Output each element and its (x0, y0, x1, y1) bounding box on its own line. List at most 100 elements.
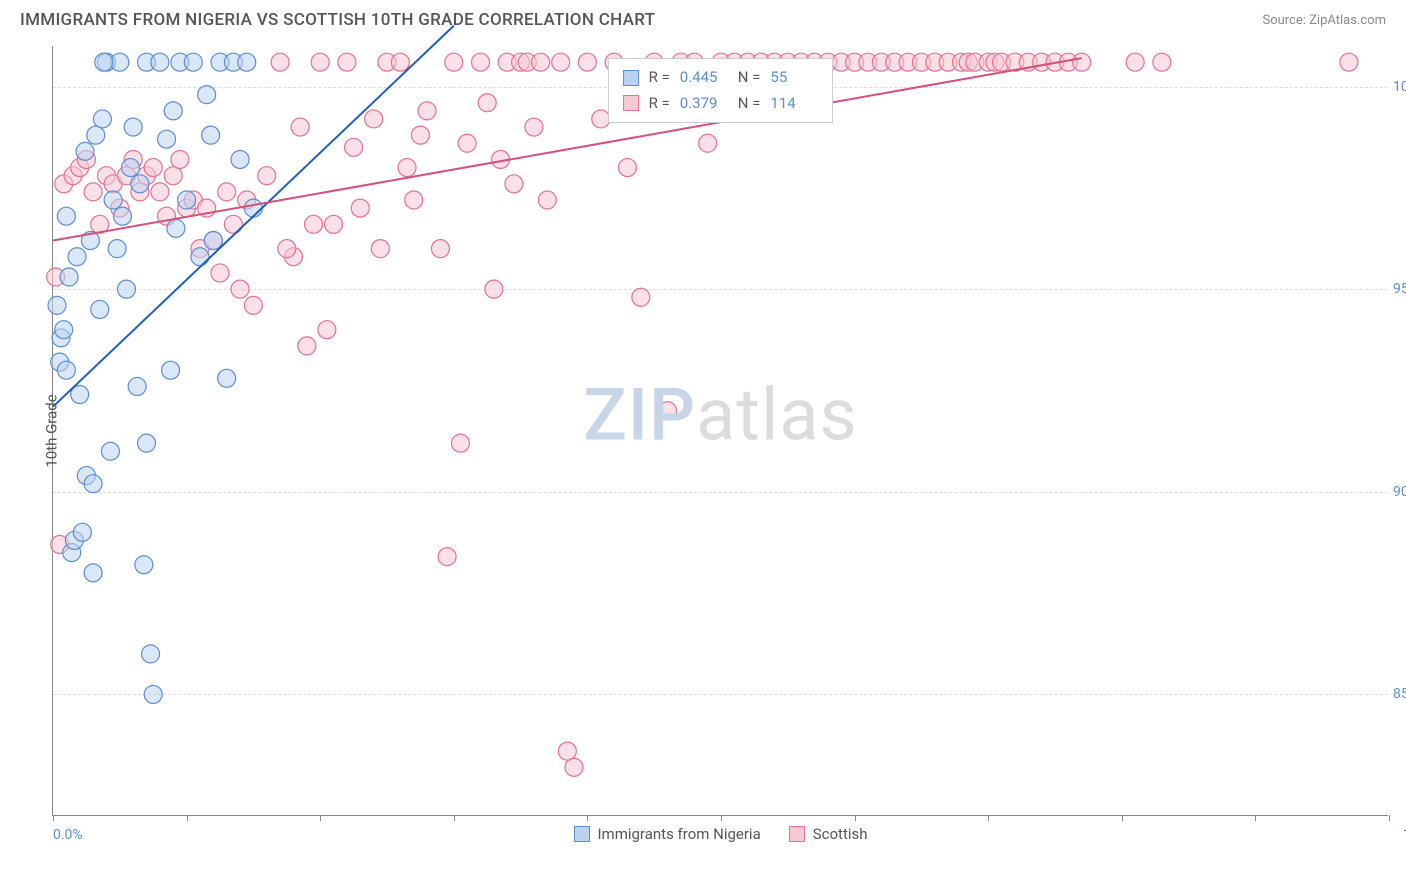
data-point (418, 102, 436, 120)
data-point (131, 175, 149, 193)
data-point (121, 159, 139, 177)
data-point (211, 264, 229, 282)
data-point (135, 556, 153, 574)
legend-n-value-scottish: 114 (770, 91, 818, 117)
data-point (184, 53, 202, 71)
data-point (93, 110, 111, 128)
data-point (351, 199, 369, 217)
scatter-chart: 10th Grade ZIPatlas 85.0%90.0%95.0%100.0… (52, 46, 1388, 816)
data-point (138, 434, 156, 452)
data-point (305, 215, 323, 233)
data-point (365, 110, 383, 128)
data-point (191, 248, 209, 266)
legend-row-nigeria: R = 0.445 N = 55 (623, 65, 819, 91)
data-point (1340, 53, 1358, 71)
data-point (291, 118, 309, 136)
legend-r-label: R = (649, 65, 670, 91)
data-point (144, 159, 162, 177)
data-point (1073, 53, 1091, 71)
data-point (87, 126, 105, 144)
data-point (218, 183, 236, 201)
data-point (104, 191, 122, 209)
legend-n-label: N = (738, 65, 761, 91)
data-point (57, 361, 75, 379)
data-point (538, 191, 556, 209)
data-point (151, 183, 169, 201)
data-point (699, 134, 717, 152)
data-point (244, 296, 262, 314)
data-point (431, 240, 449, 258)
data-point (231, 150, 249, 168)
legend-swatch-nigeria (623, 70, 639, 86)
data-point (318, 321, 336, 339)
data-point (478, 94, 496, 112)
data-point (445, 53, 463, 71)
data-point (76, 142, 94, 160)
series-swatch-nigeria (573, 826, 589, 842)
data-point (505, 175, 523, 193)
data-point (325, 215, 343, 233)
data-point (398, 159, 416, 177)
data-point (271, 53, 289, 71)
legend-row-scottish: R = 0.379 N = 114 (623, 91, 819, 117)
data-point (73, 523, 91, 541)
data-point (1126, 53, 1144, 71)
data-point (171, 150, 189, 168)
source-value: ZipAtlas.com (1309, 13, 1386, 28)
data-point (565, 758, 583, 776)
legend-r-label: R = (649, 91, 670, 117)
plot-area: ZIPatlas 85.0%90.0%95.0%100.0% (53, 46, 1388, 815)
data-point (57, 207, 75, 225)
data-point (472, 53, 490, 71)
data-point (438, 548, 456, 566)
legend-n-value-nigeria: 55 (770, 65, 818, 91)
data-point (164, 102, 182, 120)
y-tick-label: 90.0% (1393, 484, 1406, 500)
data-point (458, 134, 476, 152)
data-point (84, 564, 102, 582)
y-tick-label: 85.0% (1393, 686, 1406, 702)
data-point (345, 138, 363, 156)
data-point (60, 268, 78, 286)
data-point (338, 53, 356, 71)
data-point (278, 240, 296, 258)
data-point (101, 442, 119, 460)
data-point (84, 475, 102, 493)
data-point (162, 361, 180, 379)
series-legend-scottish: Scottish (789, 825, 868, 843)
data-point (48, 296, 66, 314)
data-point (142, 645, 160, 663)
x-tick (1389, 815, 1390, 821)
data-point (485, 280, 503, 298)
data-point (128, 377, 146, 395)
y-tick-label: 95.0% (1393, 281, 1406, 297)
data-point (311, 53, 329, 71)
data-point (552, 53, 570, 71)
data-point (391, 53, 409, 71)
data-point (91, 300, 109, 318)
data-point (111, 53, 129, 71)
data-point (68, 248, 86, 266)
data-point (532, 53, 550, 71)
data-point (113, 207, 131, 225)
source-attribution: Source: ZipAtlas.com (1262, 13, 1386, 28)
data-point (451, 434, 469, 452)
legend-n-label: N = (738, 91, 761, 117)
data-point (298, 337, 316, 355)
data-point (55, 321, 73, 339)
data-point (198, 86, 216, 104)
data-point (167, 219, 185, 237)
data-point (411, 126, 429, 144)
data-point (95, 53, 113, 71)
data-point (144, 685, 162, 703)
data-point (218, 369, 236, 387)
data-point (202, 126, 220, 144)
data-point (618, 159, 636, 177)
data-point (244, 199, 262, 217)
series-legend: Immigrants from Nigeria Scottish (573, 825, 867, 843)
data-point (124, 118, 142, 136)
data-point (158, 130, 176, 148)
scatter-svg (53, 46, 1389, 816)
x-axis-max-label: 100.0% (1403, 827, 1406, 843)
data-point (231, 280, 249, 298)
